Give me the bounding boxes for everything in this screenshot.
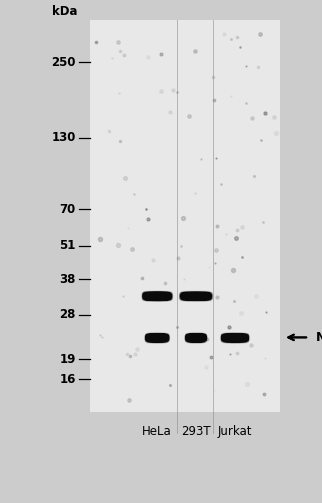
Text: 293T: 293T: [181, 425, 210, 438]
Text: 16: 16: [59, 373, 76, 386]
Text: 19: 19: [59, 353, 76, 366]
Bar: [90, 20, 280, 412]
Text: 28: 28: [59, 308, 76, 321]
Text: 250: 250: [51, 56, 76, 69]
Text: 130: 130: [51, 131, 76, 144]
Text: HeLa: HeLa: [142, 425, 172, 438]
Text: Jurkat: Jurkat: [217, 425, 252, 438]
Text: 38: 38: [59, 273, 76, 286]
Text: kDa: kDa: [52, 5, 77, 18]
Text: 70: 70: [60, 203, 76, 215]
Text: 51: 51: [59, 239, 76, 252]
Text: NTPCR: NTPCR: [316, 331, 322, 344]
